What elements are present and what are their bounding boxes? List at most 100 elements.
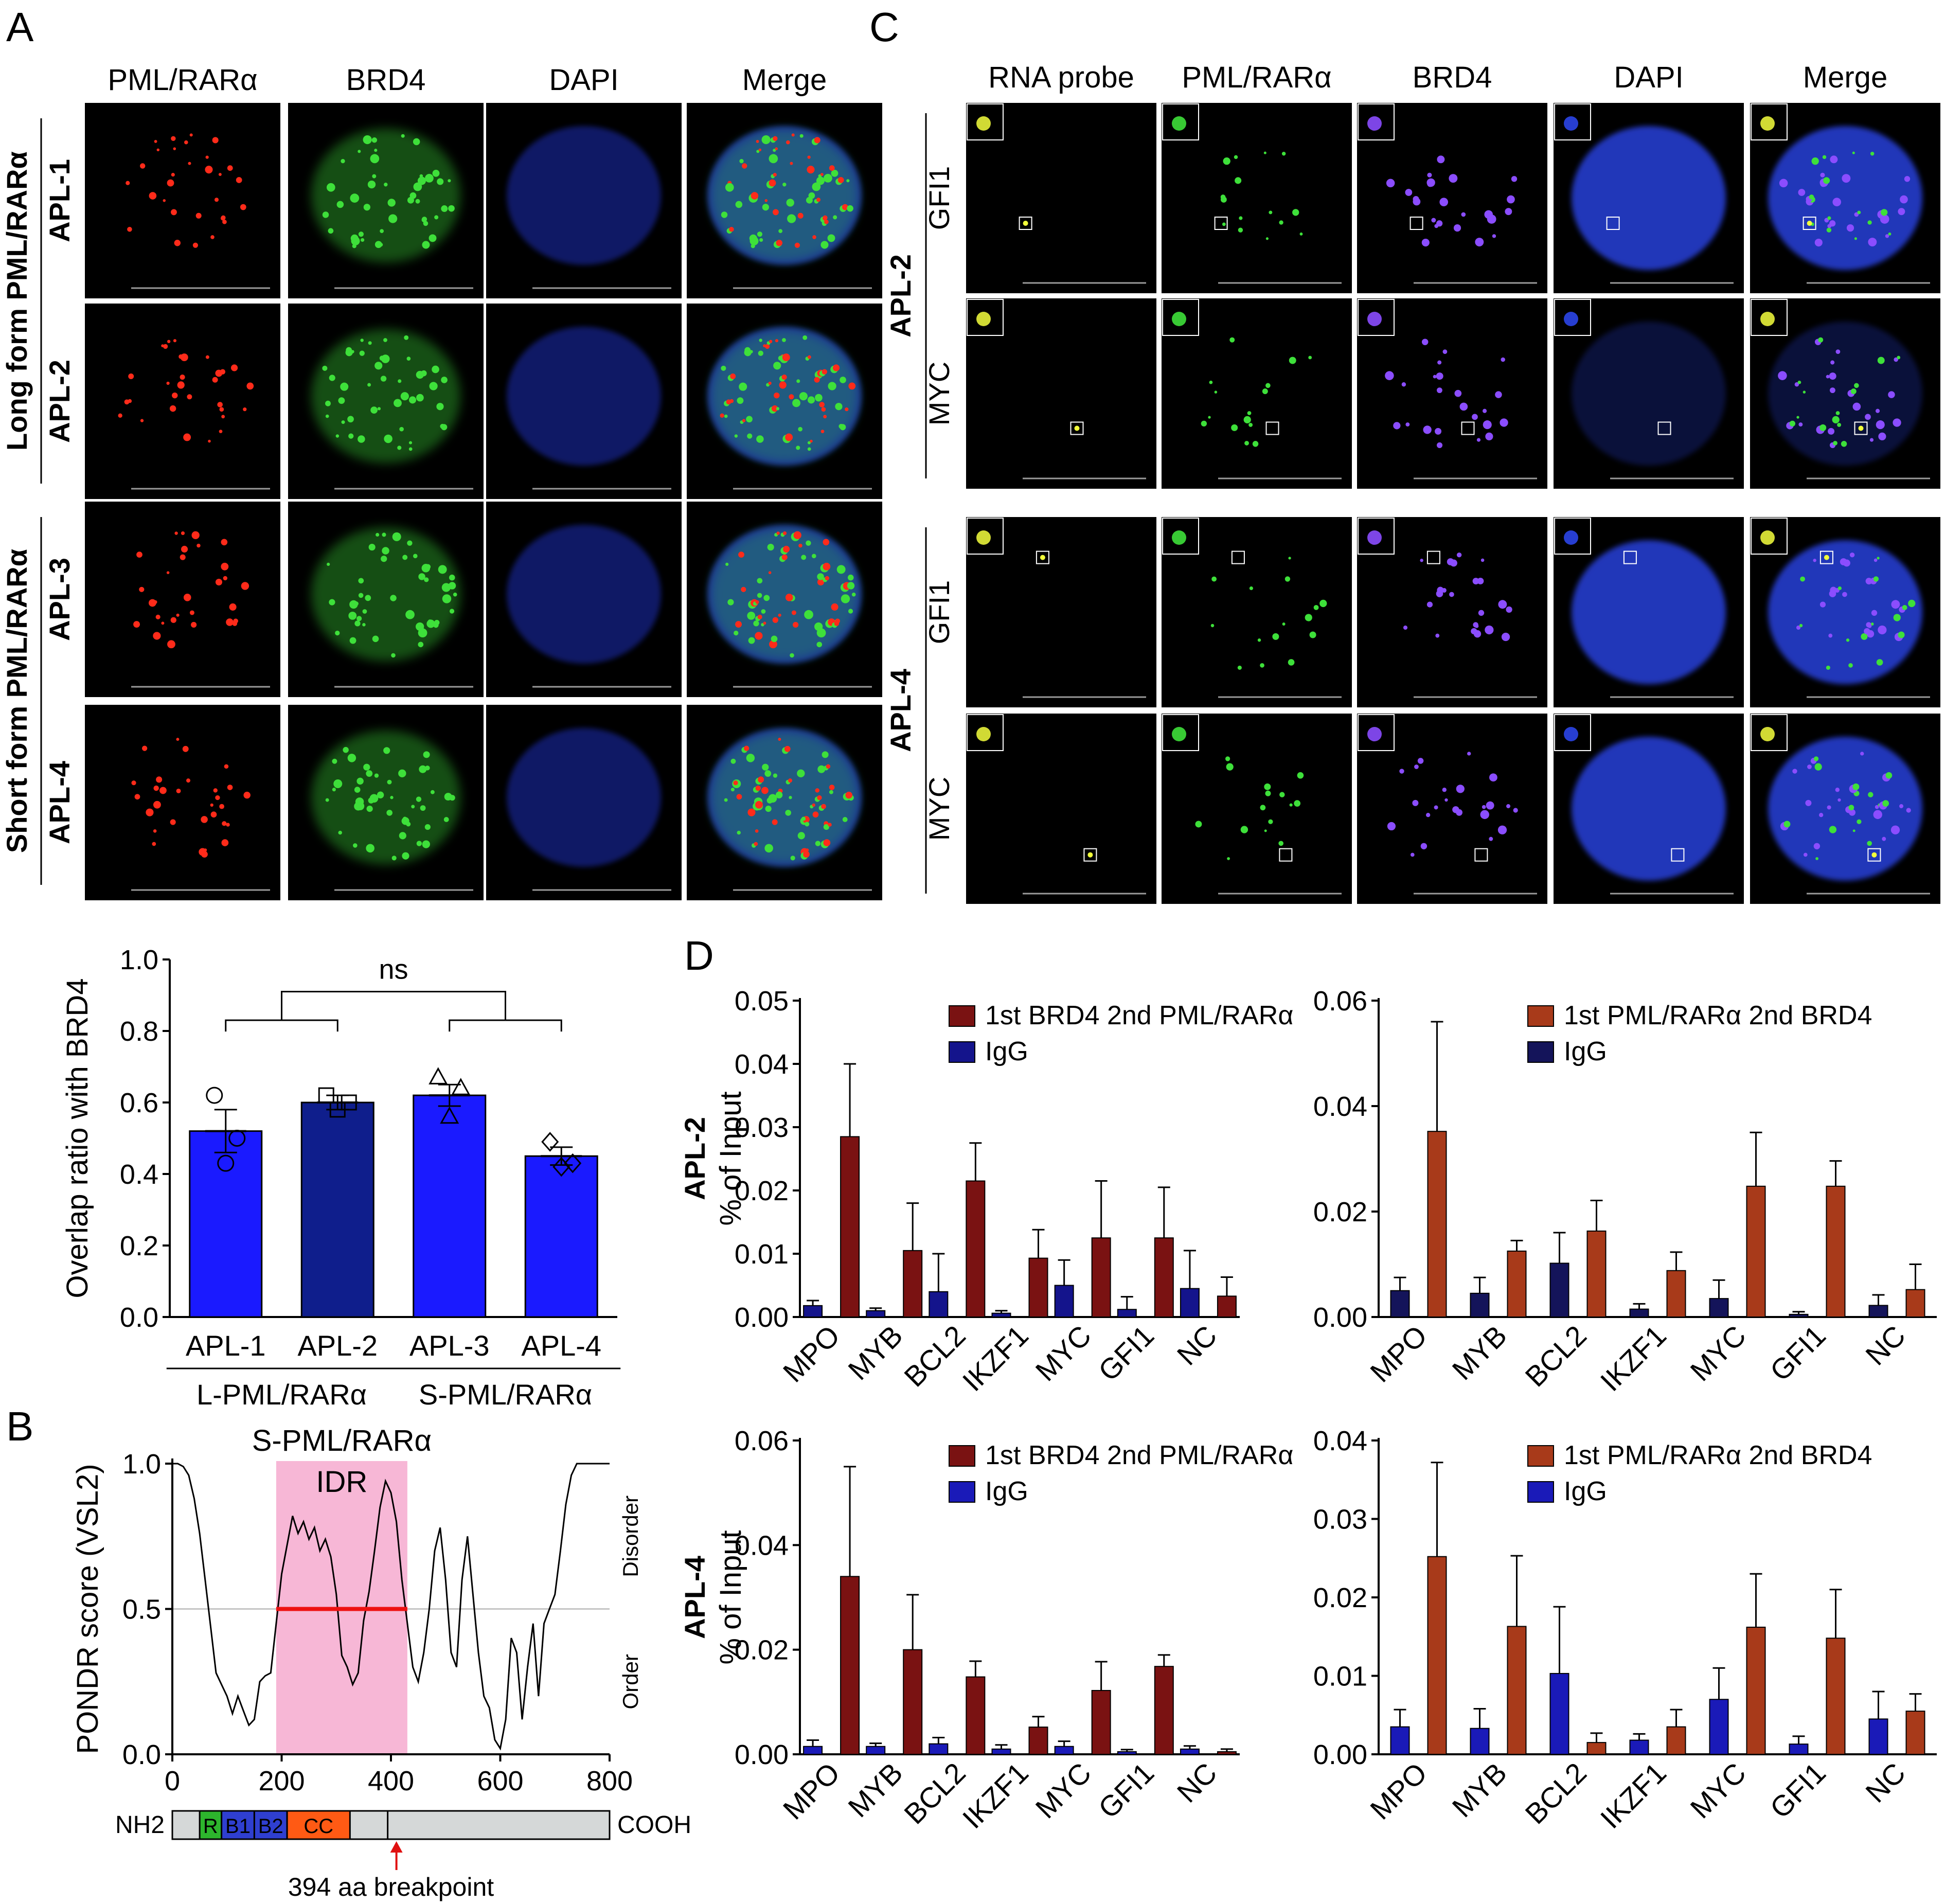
brd4-focus <box>1444 798 1448 802</box>
brd4-focus <box>1453 224 1461 232</box>
pml-focus <box>183 433 191 441</box>
brd4-focus <box>1501 632 1510 642</box>
brd4-focus <box>354 787 361 793</box>
brd4-focus <box>1868 238 1877 246</box>
brd4-focus <box>349 637 356 644</box>
pml-focus <box>232 621 238 626</box>
pml-focus <box>134 794 140 800</box>
domain-label: B1 <box>225 1815 251 1838</box>
brd4-focus <box>407 197 414 204</box>
group-label-1: Short form PML/RARα <box>1 549 33 853</box>
brd4-focus <box>384 183 388 187</box>
brd4-focus <box>386 810 393 816</box>
brd4-focus <box>1385 371 1394 380</box>
pml-focus <box>821 407 826 412</box>
brd4-focus <box>343 746 349 753</box>
brd4-focus <box>1436 590 1443 597</box>
pml-focus <box>1803 390 1806 394</box>
pml-focus <box>1898 631 1905 638</box>
brd4-focus <box>799 392 808 401</box>
brd4-focus <box>353 843 358 848</box>
pml-focus <box>153 785 159 791</box>
brd4-focus <box>422 241 430 249</box>
brd4-focus <box>421 564 431 573</box>
column-header-2: DAPI <box>549 63 618 97</box>
brd4-focus <box>1813 559 1816 562</box>
legend-swatch <box>1527 1445 1554 1467</box>
pml-focus <box>775 147 778 150</box>
pml-focus <box>1319 599 1327 608</box>
brd4-focus <box>365 595 371 601</box>
pml-focus <box>1265 237 1269 240</box>
brd4-focus <box>426 619 435 628</box>
pml-focus <box>793 531 801 539</box>
pml-focus <box>773 209 779 216</box>
pml-focus <box>825 576 829 581</box>
bar-IKZF1 <box>1666 1726 1686 1755</box>
brd4-focus <box>1482 805 1486 809</box>
inset-signal <box>1367 530 1382 545</box>
pml-focus <box>822 369 828 375</box>
brd4-focus <box>369 794 379 803</box>
brd4-focus <box>432 169 440 177</box>
data-point <box>318 1087 334 1104</box>
pml-focus <box>1809 194 1814 200</box>
pml-focus <box>152 842 156 846</box>
rna-probe-focus <box>1040 555 1045 560</box>
pml-focus <box>1868 792 1873 797</box>
pml-focus <box>133 621 140 628</box>
y-tick-label: 0.02 <box>735 1176 789 1206</box>
brd4-focus <box>773 149 776 152</box>
brd4-focus <box>823 824 829 830</box>
pml-focus <box>824 219 829 224</box>
brd4-focus <box>835 403 843 411</box>
brd4-focus <box>735 201 743 208</box>
nucleus-stain <box>1572 737 1726 881</box>
y-tick-label: 0.01 <box>735 1239 789 1270</box>
brd4-focus <box>801 555 807 560</box>
brd4-focus <box>1878 625 1887 635</box>
pml-focus <box>773 173 777 177</box>
brd4-focus <box>824 174 832 183</box>
zoom-box <box>1671 848 1685 862</box>
bar-BCL2 <box>1586 1742 1607 1755</box>
pml-focus <box>1263 151 1266 154</box>
pml-focus <box>1289 803 1293 807</box>
pml-focus <box>775 339 779 343</box>
pml-focus <box>768 571 772 574</box>
pml-focus <box>729 226 734 232</box>
brd4-focus <box>1837 798 1841 802</box>
brd4-focus <box>775 791 783 798</box>
brd4-focus <box>746 754 755 762</box>
brd4-focus <box>799 134 804 138</box>
brd4-focus <box>380 229 384 234</box>
pml-focus <box>1226 763 1234 771</box>
micrograph-tile <box>288 103 484 298</box>
bar-NC <box>1180 1288 1200 1318</box>
brd4-focus <box>1456 552 1462 558</box>
pml-focus <box>1848 805 1854 811</box>
brd4-focus <box>383 747 390 754</box>
y-tick-label: 0.00 <box>1313 1739 1367 1770</box>
y-tick-label: 0.04 <box>735 1530 789 1561</box>
brd4-focus <box>820 241 829 249</box>
brd4-focus <box>757 593 762 598</box>
brd4-focus <box>429 382 438 390</box>
pml-focus <box>782 353 790 362</box>
pml-focus <box>1229 337 1235 343</box>
brd4-focus <box>332 788 336 792</box>
brd4-focus <box>382 547 389 555</box>
brd4-focus <box>359 350 365 356</box>
bar-IKZF1 <box>991 1748 1011 1755</box>
brd4-focus <box>402 555 408 560</box>
brd4-focus <box>840 377 846 383</box>
bar-BCL2 <box>1549 1262 1569 1318</box>
x-tick-label: MYB <box>842 1319 908 1386</box>
pml-focus <box>771 405 778 412</box>
y-tick-label: 0.2 <box>120 1231 158 1261</box>
brd4-focus <box>1820 172 1825 177</box>
pml-focus <box>219 430 223 433</box>
brd4-focus <box>341 420 345 424</box>
nucleus-stain <box>1572 322 1726 466</box>
bar-MYB <box>903 1649 923 1755</box>
